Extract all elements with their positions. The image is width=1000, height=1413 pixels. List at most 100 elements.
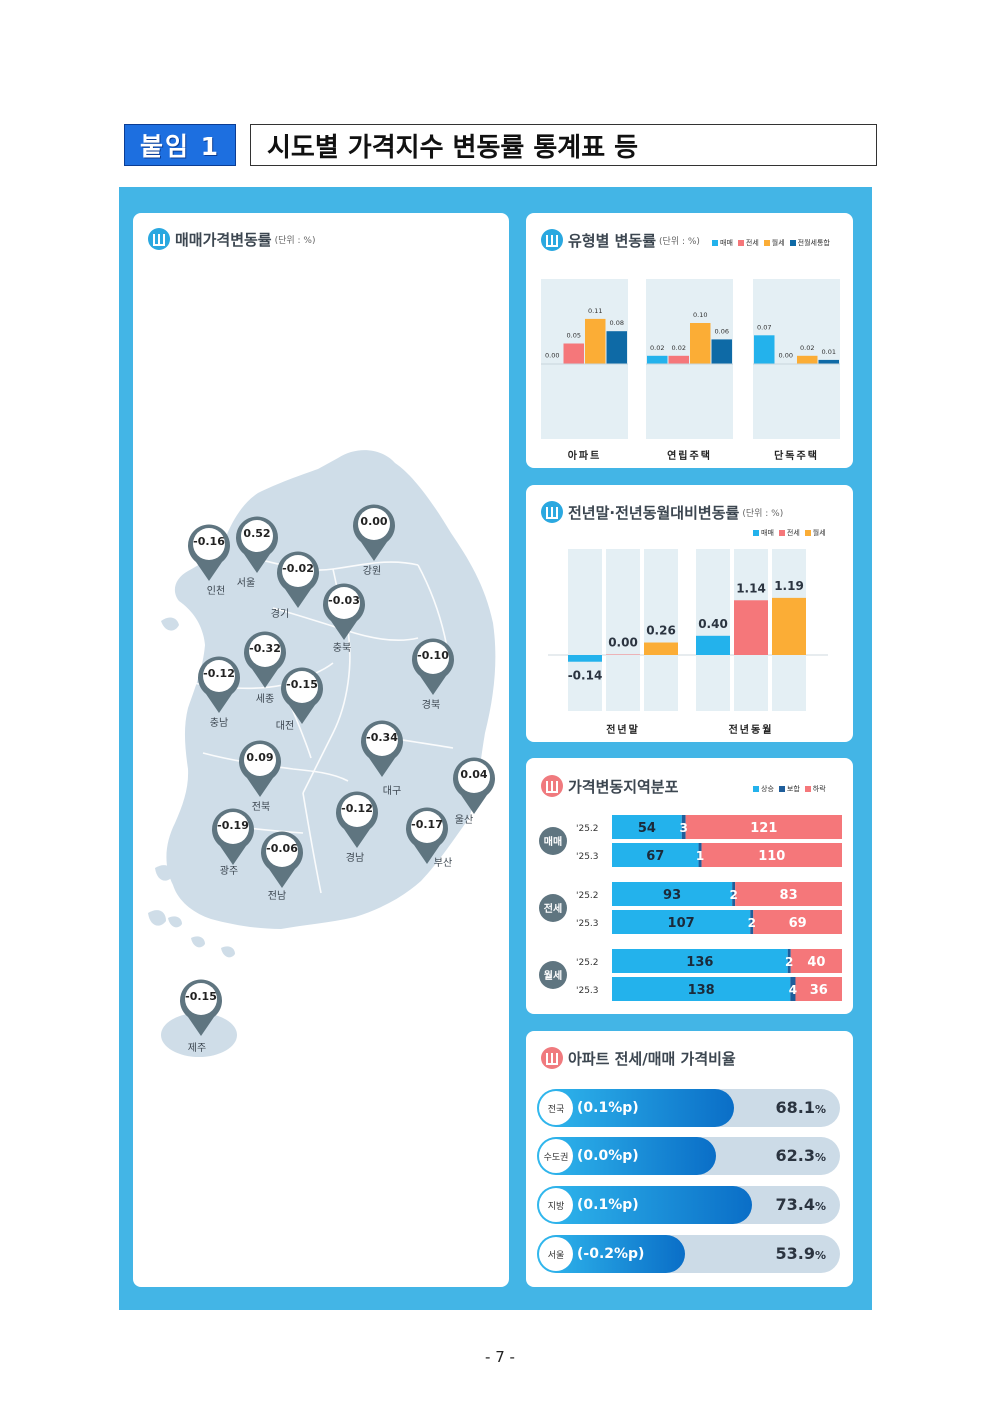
data-label: 0.08: [610, 319, 624, 327]
year-card-title: 전년말·전년동월대비변동률 (단위 : %): [541, 501, 783, 523]
bar-up: [612, 843, 699, 867]
ratio-row: 전국 (0.1%p) 68.1%: [537, 1089, 840, 1127]
group-badge: [539, 961, 567, 989]
value-flat: 2: [785, 955, 793, 969]
bar-up: [612, 949, 788, 973]
legend-item: 매매: [712, 238, 733, 248]
bar-up: [612, 977, 791, 1001]
ratio-value: 53.9%: [775, 1244, 826, 1263]
data-label: 1.14: [736, 581, 766, 595]
data-label: 0.00: [779, 352, 793, 360]
data-label: 0.40: [698, 617, 728, 631]
ratio-row: 수도권 (0.0%p) 62.3%: [537, 1137, 840, 1175]
dist-card-title: 가격변동지역분포: [541, 775, 678, 797]
bar-down: [790, 949, 842, 973]
value-flat: 3: [680, 821, 688, 835]
bar-flat: [681, 815, 686, 839]
value-up: 107: [668, 916, 695, 931]
ratio-row: 지방 (0.1%p) 73.4%: [537, 1186, 840, 1224]
data-label: 0.00: [545, 352, 559, 360]
chart-icon: [541, 1047, 563, 1069]
category-label: 단독주택: [774, 449, 819, 462]
bar: [647, 355, 668, 364]
value-down: 83: [780, 888, 798, 903]
ratio-value: 62.3%: [775, 1146, 826, 1165]
column-bg: [696, 549, 730, 711]
data-label: 0.02: [800, 344, 814, 352]
data-label: 0.07: [757, 323, 771, 331]
bar-down: [701, 843, 842, 867]
ratio-region: 서울: [539, 1237, 573, 1271]
bar: [690, 323, 711, 364]
bar-flat: [750, 910, 754, 934]
ratio-change: (-0.2%p): [577, 1246, 645, 1262]
dist-card-legend: 상승 보합 하락: [753, 784, 826, 794]
bar-flat: [787, 949, 791, 973]
legend-item: 매매: [753, 528, 774, 538]
bar: [644, 642, 678, 655]
value-flat: 2: [748, 916, 756, 930]
bar-flat: [732, 882, 736, 906]
value-up: 93: [663, 888, 681, 903]
year-card-legend: 매매 전세 월세: [753, 528, 826, 538]
value-down: 40: [807, 955, 825, 970]
value-up: 54: [638, 821, 656, 836]
chart-icon: [541, 775, 563, 797]
data-label: -0.14: [568, 669, 603, 683]
bar-up: [612, 882, 733, 906]
korea-map: [148, 450, 496, 1057]
ratio-value: 68.1%: [775, 1098, 826, 1117]
period-label: '25.3: [576, 986, 599, 996]
column-bg: [644, 549, 678, 711]
legend-item: 전월세통합: [789, 238, 830, 248]
type-card-legend: 매매 전세 월세 전월세통합: [712, 238, 830, 248]
value-flat: 4: [789, 983, 797, 997]
legend-item: 보합: [778, 784, 800, 794]
group-label: 전세: [544, 902, 562, 915]
legend-item: 전세: [737, 238, 759, 248]
data-label: 0.02: [672, 344, 686, 352]
ratio-region: 수도권: [539, 1139, 573, 1173]
value-up: 67: [646, 849, 664, 864]
bar: [563, 343, 584, 364]
data-label: 0.26: [646, 624, 676, 638]
period-label: '25.2: [576, 824, 599, 834]
bar: [734, 600, 768, 655]
data-label: 0.01: [822, 348, 836, 356]
ratio-value: 73.4%: [775, 1195, 826, 1214]
value-down: 121: [750, 821, 777, 836]
period-label: '25.2: [576, 958, 599, 968]
period-label: '25.3: [576, 852, 599, 862]
appendix-badge: 붙임 1: [124, 124, 236, 166]
legend-item: 전세: [778, 528, 800, 538]
value-flat: 2: [729, 888, 737, 902]
page-number: - 7 -: [485, 1348, 515, 1366]
bar-down: [753, 910, 842, 934]
bar: [585, 318, 606, 364]
group-badge: [539, 827, 567, 855]
value-down: 69: [789, 916, 807, 931]
ratio-change: (0.1%p): [577, 1197, 639, 1213]
distribution-chart: 매매 '25.2 54 3 121 '25.3 67 1 110 전세 '25.2 93 2 83 '25.…: [539, 815, 842, 1001]
column-bg: [568, 549, 602, 711]
ratio-card-title: 아파트 전세/매매 가격비율: [541, 1047, 736, 1069]
period-label: '25.2: [576, 891, 599, 901]
bar: [696, 635, 730, 655]
bar: [797, 355, 818, 364]
ratio-change: (0.1%p): [577, 1100, 639, 1116]
page-title: 시도별 가격지수 변동률 통계표 등: [250, 124, 877, 166]
column-bg: [818, 279, 839, 439]
bar: [711, 339, 732, 364]
bar-down: [735, 882, 842, 906]
bar-flat: [790, 977, 796, 1001]
bar: [668, 355, 689, 364]
bar: [606, 331, 627, 364]
data-label: 0.00: [608, 636, 638, 650]
bar-up: [612, 815, 682, 839]
ratio-change: (0.0%p): [577, 1148, 639, 1164]
group-badge: [539, 894, 567, 922]
data-label: 0.10: [693, 311, 707, 319]
bar: [754, 335, 775, 364]
data-label: 1.19: [774, 579, 804, 593]
value-flat: 1: [696, 849, 704, 863]
